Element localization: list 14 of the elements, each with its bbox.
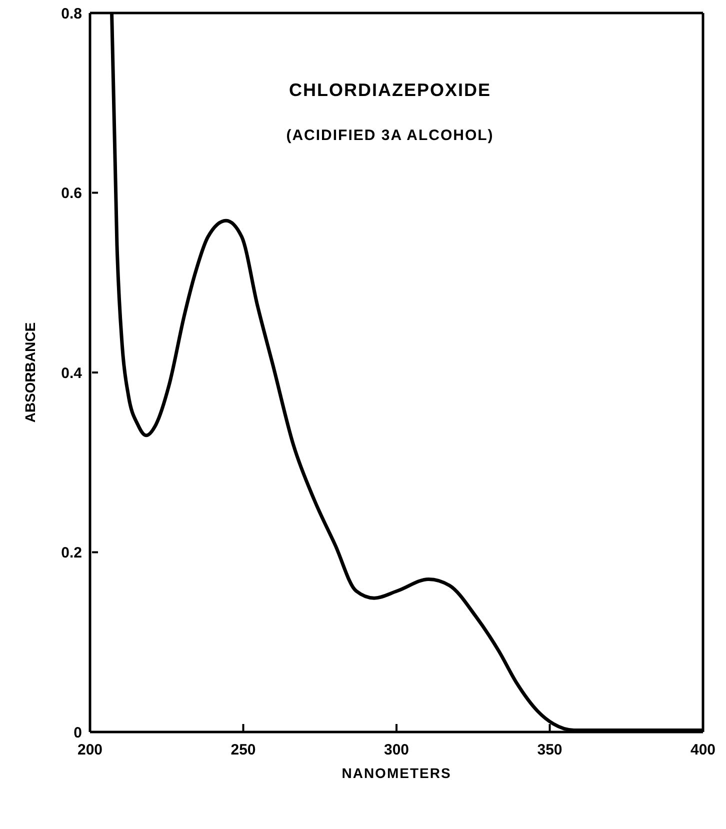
text: (ACIDIFIED 3A ALCOHOL) — [285, 127, 495, 144]
y-tick-label: 0.8 — [61, 5, 82, 22]
x-tick-label: 200 — [77, 742, 103, 759]
y-tick-label: 0.2 — [61, 544, 82, 562]
x-tick-label: 400 — [690, 742, 716, 759]
text: CHLORDIAZEPOXIDE — [288, 80, 492, 101]
y-axis-title: ABSORBANCE — [22, 322, 38, 423]
x-axis-title: NANOMETERS — [342, 765, 452, 781]
x-tick-label: 300 — [384, 742, 410, 759]
y-tick-label: 0.6 — [61, 185, 82, 202]
x-tick-label: 350 — [537, 742, 562, 759]
y-tick-label: 0.4 — [61, 364, 83, 382]
x-tick-label: 250 — [230, 742, 256, 759]
y-tick-label: 0 — [74, 724, 82, 742]
